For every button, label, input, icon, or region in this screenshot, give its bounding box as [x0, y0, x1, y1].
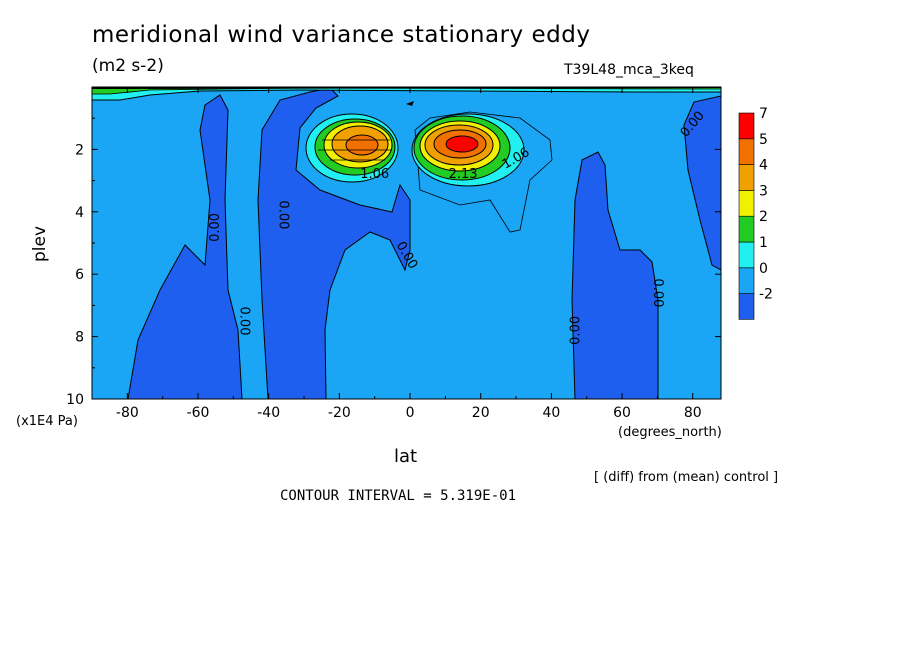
chart-title: meridional wind variance stationary eddy	[92, 22, 591, 48]
y-tick-label: 2	[75, 142, 84, 158]
colorbar-swatch	[738, 138, 755, 165]
negative-region-pole	[683, 95, 721, 271]
x-tick-label: 0	[406, 405, 415, 421]
x-axis: -80 -60 -40 -20 0 20 40 60 80	[91, 87, 702, 421]
x-tick-label: 60	[613, 405, 631, 421]
chart-units: (m2 s-2)	[92, 56, 164, 76]
contour-label: 2.13	[449, 167, 478, 182]
y-tick-label: 4	[75, 205, 84, 221]
x-axis-label: lat	[394, 446, 418, 467]
small-marker	[406, 101, 414, 106]
top-strip	[92, 87, 721, 101]
colorbar-label: 7	[759, 106, 768, 122]
x-tick-label: -80	[116, 405, 139, 421]
colorbar-label: -2	[759, 287, 773, 303]
colorbar-swatch	[738, 293, 755, 320]
x-tick-label: 20	[472, 405, 490, 421]
y-tick-label: 8	[75, 330, 84, 346]
south-maximum	[305, 113, 399, 183]
contour-label: 0.00	[208, 213, 223, 242]
y-tick-label: 6	[75, 267, 84, 283]
contour-label: 1.06	[360, 167, 389, 182]
x-axis-unit: (degrees_north)	[618, 425, 722, 440]
colorbar-label: 3	[759, 183, 768, 199]
colorbar-label: 2	[759, 209, 768, 225]
contour-labels: 0.00 0.000.000.000.000.000.001.06 2.131.06	[208, 109, 708, 345]
colorbar-label: 1	[759, 235, 768, 251]
colorbar-label: 5	[759, 132, 768, 148]
x-tick-label: -60	[187, 405, 210, 421]
pole-spot	[679, 105, 689, 115]
north-maximum	[411, 111, 553, 233]
run-label: T39L48_mca_3keq	[564, 62, 694, 78]
colorbar-swatch	[738, 190, 755, 217]
x-tick-label: -20	[328, 405, 351, 421]
colorbar-swatch	[738, 112, 755, 140]
x-tick-label: 80	[684, 405, 702, 421]
contour-interval: CONTOUR INTERVAL = 5.319E-01	[280, 488, 517, 504]
y-tick-label: 10	[66, 392, 84, 408]
diff-note: [ (diff) from (mean) control ]	[594, 470, 779, 485]
contour-label: 0.00	[650, 278, 665, 307]
colorbar: -2 0 1 2 3 4 5 7	[738, 106, 773, 320]
negative-region-south	[257, 87, 411, 399]
negative-region-far-south	[127, 94, 243, 399]
y-axis: 2 4 6 8 10	[66, 117, 721, 408]
x-tick-label: 40	[542, 405, 560, 421]
negative-region-north	[571, 151, 659, 399]
x-tick-label: -40	[257, 405, 280, 421]
contour-label: 0.00	[569, 316, 584, 345]
contour-label: 0.00	[275, 200, 290, 229]
colorbar-swatch	[738, 215, 755, 243]
colorbar-swatch	[738, 241, 755, 269]
colorbar-label: 0	[759, 261, 768, 277]
contour-fields	[92, 87, 721, 399]
colorbar-swatch	[738, 267, 755, 294]
y-axis-unit: (x1E4 Pa)	[16, 414, 78, 429]
colorbar-swatch	[738, 164, 755, 191]
contour-label: 0.00	[236, 307, 251, 336]
colorbar-label: 4	[759, 158, 768, 174]
